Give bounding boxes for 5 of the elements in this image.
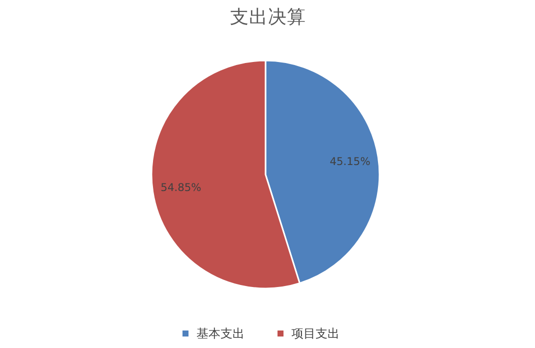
data-label: 54.85%	[160, 180, 202, 194]
data-label: 45.15%	[330, 155, 370, 168]
legend-label: 项目支出	[292, 326, 340, 340]
legend-label: 基本支出	[196, 326, 244, 340]
chart-title: 支出决算	[230, 7, 306, 28]
